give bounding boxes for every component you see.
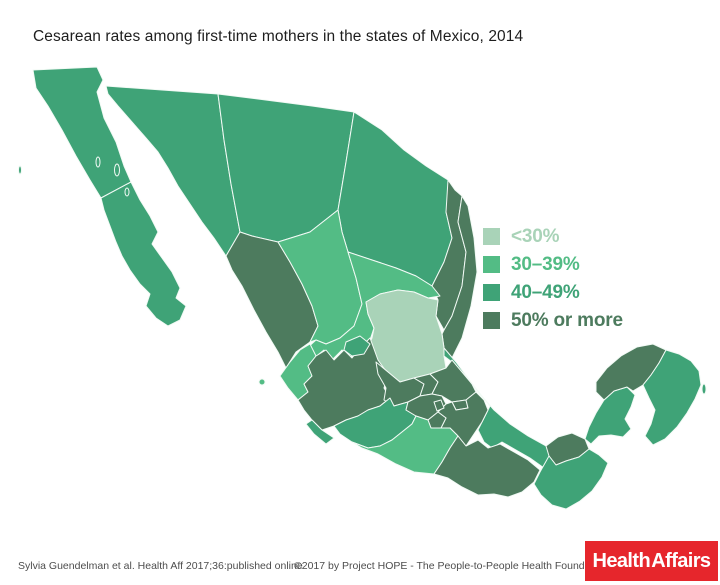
chart-title: Cesarean rates among first-time mothers … bbox=[33, 28, 524, 45]
island-guadalupe bbox=[18, 165, 22, 175]
state-cdmx bbox=[433, 399, 445, 412]
footer-copyright: ©2017 by Project HOPE - The People-to-Pe… bbox=[294, 560, 631, 572]
footer-citation: Sylvia Guendelman et al. Health Aff 2017… bbox=[18, 560, 303, 572]
legend-item: 30–39% bbox=[483, 253, 623, 275]
state-baja-california-sur bbox=[100, 181, 187, 327]
state-aguascalientes bbox=[343, 335, 371, 357]
state-chiapas bbox=[533, 448, 609, 510]
state-campeche bbox=[584, 386, 636, 445]
legend-swatch-50plus bbox=[483, 312, 500, 329]
legend-item: 50% or more bbox=[483, 309, 623, 331]
island-marias bbox=[258, 378, 266, 386]
state-guerrero bbox=[351, 415, 459, 475]
legend-label-40-49: 40–49% bbox=[511, 281, 580, 303]
island-cozumel bbox=[701, 383, 707, 395]
island-tiburon bbox=[114, 163, 120, 177]
legend: <30% 30–39% 40–49% 50% or more bbox=[483, 225, 623, 331]
state-quintana-roo bbox=[642, 349, 702, 446]
legend-label-30-39: 30–39% bbox=[511, 253, 580, 275]
legend-item: <30% bbox=[483, 225, 623, 247]
legend-swatch-lt30 bbox=[483, 228, 500, 245]
legend-swatch-30-39 bbox=[483, 256, 500, 273]
legend-label-50plus: 50% or more bbox=[511, 309, 623, 331]
legend-swatch-40-49 bbox=[483, 284, 500, 301]
island-gulf-islet bbox=[124, 187, 130, 197]
health-affairs-logo-text: Health Affairs bbox=[592, 549, 711, 572]
island-angel-de-la-guarda bbox=[95, 156, 101, 168]
state-colima bbox=[305, 419, 335, 445]
legend-label-lt30: <30% bbox=[511, 225, 560, 247]
health-affairs-logo: Health Affairs bbox=[585, 541, 718, 581]
state-oaxaca bbox=[433, 435, 541, 498]
legend-item: 40–49% bbox=[483, 281, 623, 303]
